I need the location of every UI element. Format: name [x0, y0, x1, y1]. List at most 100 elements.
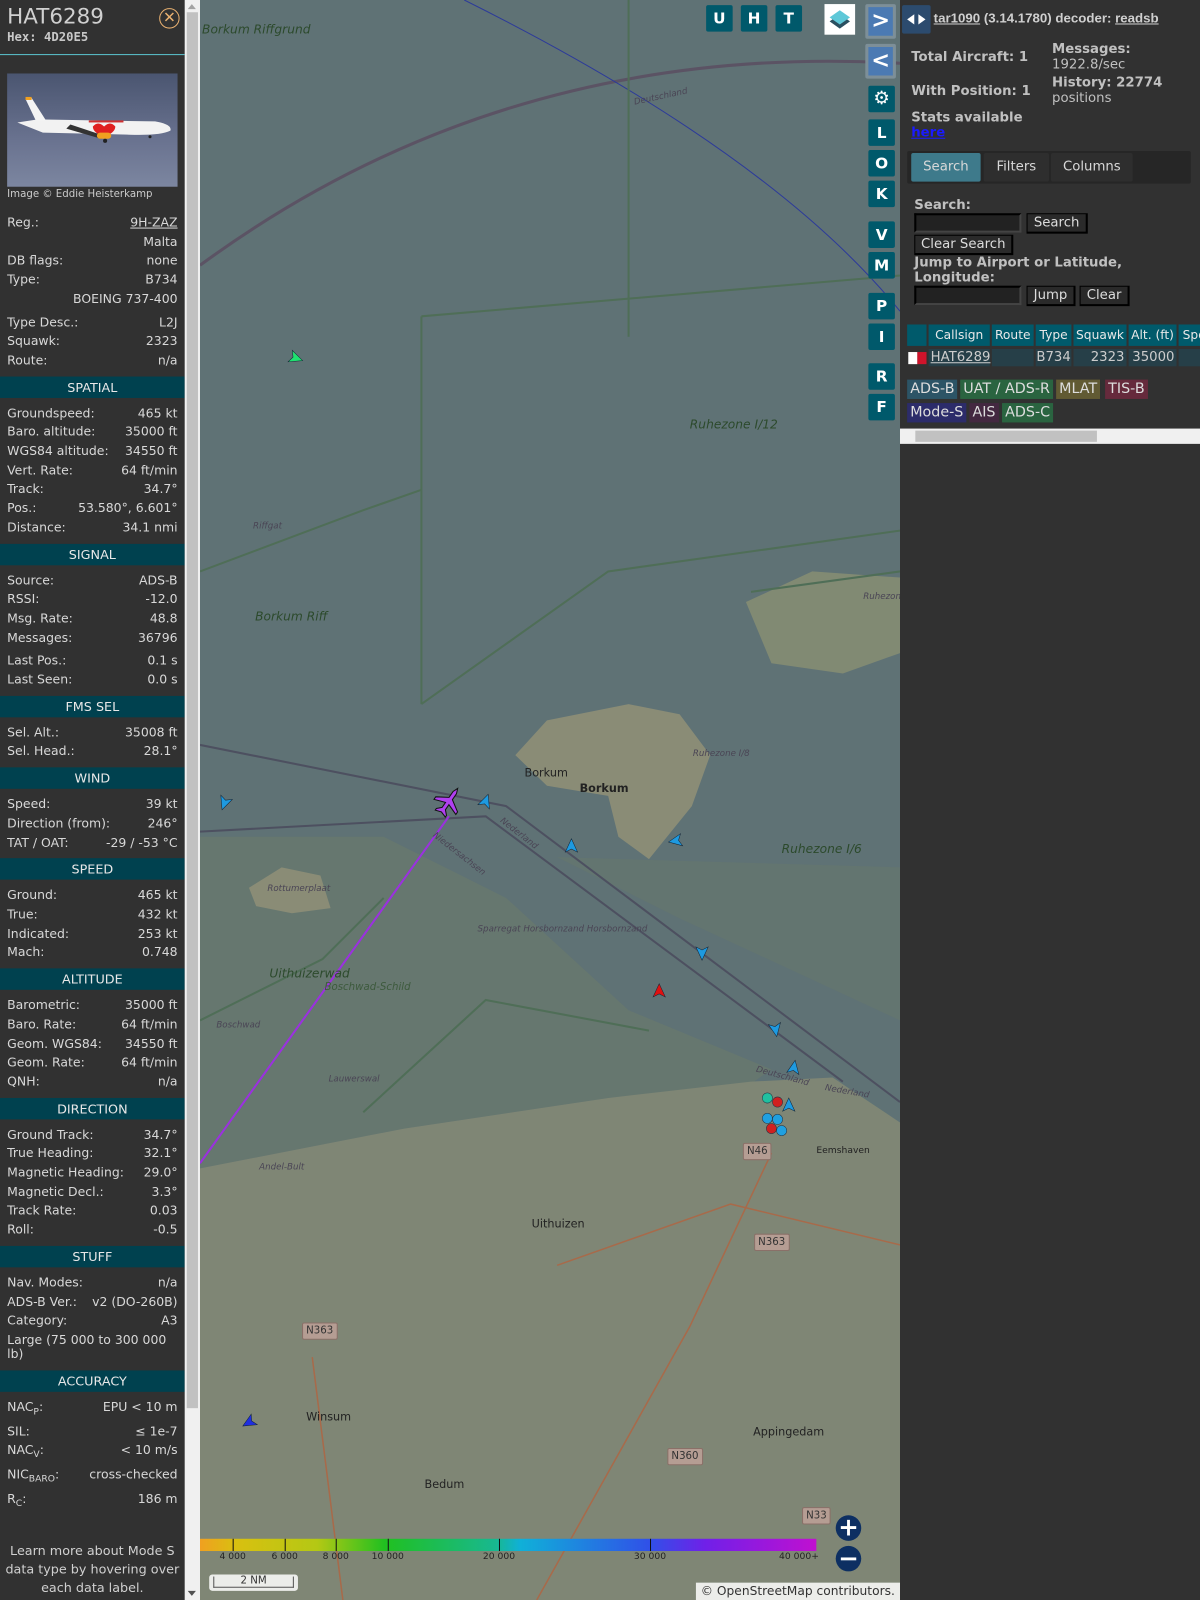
chevron-left-icon[interactable]: < [865, 43, 896, 79]
jump-input[interactable] [914, 285, 1022, 306]
field-label[interactable]: True Heading: [7, 1144, 93, 1163]
column-header-flag[interactable] [907, 324, 927, 346]
field-label[interactable]: Indicated: [7, 924, 69, 943]
field-label[interactable]: Messages: [7, 628, 72, 647]
field-label[interactable]: NACV: [7, 1443, 44, 1461]
scroll-down-icon[interactable] [187, 1590, 196, 1596]
field-value[interactable]: 9H-ZAZ [130, 215, 178, 230]
tab-filters[interactable]: Filters [983, 153, 1049, 182]
aircraft-marker[interactable] [767, 1021, 782, 1038]
k-button[interactable]: K [868, 180, 895, 208]
i-button[interactable]: I [868, 323, 895, 351]
table-horizontal-scrollbar[interactable] [900, 428, 1200, 444]
field-label[interactable]: Magnetic Decl.: [7, 1182, 104, 1201]
u-button[interactable]: U [706, 5, 733, 32]
field-label[interactable]: Groundspeed: [7, 404, 95, 423]
stats-link[interactable]: here [911, 125, 946, 141]
aircraft-photo[interactable] [7, 73, 178, 187]
field-label[interactable]: Last Seen: [7, 670, 72, 689]
zoom-in-icon[interactable]: + [835, 1515, 862, 1541]
field-label[interactable]: Geom. Rate: [7, 1053, 85, 1072]
h-button[interactable]: H [740, 5, 768, 32]
field-label[interactable]: Route: [7, 351, 47, 370]
field-label[interactable]: Speed: [7, 795, 50, 814]
field-label[interactable]: Type: [7, 271, 40, 290]
field-label[interactable]: QNH: [7, 1072, 40, 1091]
column-header-altitude[interactable]: Alt. (ft) [1128, 324, 1177, 346]
field-label[interactable]: Mach: [7, 943, 44, 962]
field-label[interactable]: Ground Track: [7, 1125, 93, 1144]
field-label[interactable]: NACP: [7, 1399, 44, 1418]
field-label[interactable]: Category: [7, 1311, 67, 1330]
scroll-up-icon[interactable] [187, 4, 196, 10]
clear-search-button[interactable]: Clear Search [914, 234, 1014, 256]
f-button[interactable]: F [868, 393, 895, 421]
field-label[interactable]: DB flags: [7, 251, 63, 270]
field-label[interactable]: Reg.: [7, 213, 39, 232]
field-label[interactable]: Pos.: [7, 499, 36, 518]
field-label[interactable]: True: [7, 905, 38, 924]
field-label[interactable]: RSSI: [7, 590, 39, 609]
vessel-marker[interactable] [776, 1125, 787, 1136]
tab-search[interactable]: Search [911, 153, 981, 182]
t-button[interactable]: T [775, 5, 803, 32]
l-button[interactable]: L [868, 119, 895, 146]
field-label[interactable]: RC: [7, 1491, 27, 1509]
field-label[interactable]: Barometric: [7, 996, 80, 1015]
m-button[interactable]: M [868, 252, 895, 279]
field-label[interactable]: Msg. Rate: [7, 609, 73, 628]
field-label[interactable]: Baro. Rate: [7, 1015, 76, 1034]
field-label[interactable]: Direction (from): [7, 814, 110, 833]
vessel-marker[interactable] [761, 1092, 773, 1104]
chevron-right-icon[interactable]: > [865, 4, 896, 39]
vessel-marker[interactable] [772, 1096, 783, 1108]
scrollbar-thumb[interactable] [915, 430, 1097, 442]
field-label[interactable]: Sel. Head.: [7, 742, 75, 761]
close-circle-icon[interactable]: ✕ [159, 8, 180, 29]
layers-icon[interactable] [824, 4, 856, 35]
vessel-marker[interactable] [761, 1113, 773, 1124]
p-button[interactable]: P [868, 292, 895, 320]
field-label[interactable]: Vert. Rate: [7, 461, 73, 480]
field-label[interactable]: SIL: [7, 1422, 30, 1441]
field-label[interactable]: Geom. WGS84: [7, 1034, 102, 1053]
field-label[interactable]: ADS-B Ver.: [7, 1292, 77, 1311]
column-header-route[interactable]: Route [991, 324, 1034, 346]
r-button[interactable]: R [868, 363, 895, 390]
field-label[interactable]: Last Pos.: [7, 651, 66, 670]
field-label[interactable]: Large (75 000 to 300 000 lb) [7, 1333, 177, 1363]
column-header-squawk[interactable]: Squawk [1073, 324, 1127, 346]
column-header-type[interactable]: Type [1035, 324, 1072, 346]
field-label[interactable]: Squawk: [7, 332, 60, 351]
tab-columns[interactable]: Columns [1051, 153, 1133, 182]
expand-collapse-arrows-icon[interactable] [902, 5, 931, 34]
field-label[interactable]: WGS84 altitude: [7, 442, 109, 461]
aircraft-marker[interactable] [240, 1413, 259, 1431]
detail-scrollbar[interactable] [184, 0, 201, 1600]
vessel-marker[interactable] [772, 1114, 783, 1125]
field-label[interactable]: Baro. altitude: [7, 423, 95, 442]
field-label[interactable]: Roll: [7, 1221, 34, 1240]
aircraft-marker[interactable] [667, 833, 684, 848]
field-label[interactable]: TAT / OAT: [7, 833, 68, 852]
app-name-link[interactable]: tar1090 [933, 10, 981, 26]
aircraft-marker[interactable] [786, 1059, 801, 1076]
column-header-speed[interactable]: Spd [1178, 324, 1200, 346]
field-label[interactable]: Ground: [7, 886, 57, 905]
field-label[interactable]: Track Rate: [7, 1201, 76, 1220]
zoom-out-icon[interactable]: − [835, 1545, 862, 1572]
field-label[interactable]: Magnetic Heading: [7, 1163, 124, 1182]
o-button[interactable]: O [868, 150, 895, 177]
vessel-marker[interactable] [766, 1123, 777, 1134]
aircraft-marker[interactable] [564, 838, 579, 853]
clear-button[interactable]: Clear [1079, 285, 1130, 307]
aircraft-marker[interactable] [782, 1097, 796, 1112]
column-header-callsign[interactable]: Callsign [928, 324, 990, 346]
decoder-link[interactable]: readsb [1115, 10, 1159, 26]
aircraft-marker[interactable] [695, 946, 709, 961]
field-label[interactable]: Distance: [7, 518, 66, 537]
field-label[interactable]: Type Desc.: [7, 313, 78, 332]
field-label[interactable]: Track: [7, 480, 44, 499]
field-label[interactable]: Nav. Modes: [7, 1273, 83, 1292]
v-button[interactable]: V [868, 221, 895, 248]
